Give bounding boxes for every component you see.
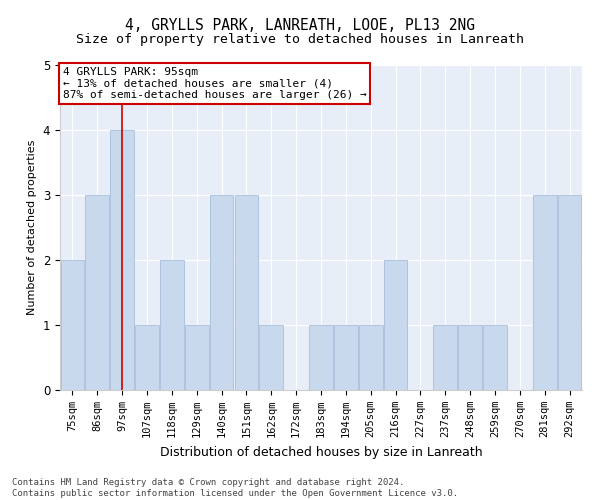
Bar [110,130,134,390]
Bar [61,260,84,390]
Y-axis label: Number of detached properties: Number of detached properties [27,140,37,315]
Text: Size of property relative to detached houses in Lanreath: Size of property relative to detached ho… [76,32,524,46]
Text: 4 GRYLLS PARK: 95sqm
← 13% of detached houses are smaller (4)
87% of semi-detach: 4 GRYLLS PARK: 95sqm ← 13% of detached h… [62,66,367,100]
Bar [210,195,233,390]
Bar [384,260,407,390]
Bar [359,325,383,390]
Bar [433,325,457,390]
X-axis label: Distribution of detached houses by size in Lanreath: Distribution of detached houses by size … [160,446,482,458]
Text: 4, GRYLLS PARK, LANREATH, LOOE, PL13 2NG: 4, GRYLLS PARK, LANREATH, LOOE, PL13 2NG [125,18,475,32]
Bar [185,325,209,390]
Bar [235,195,258,390]
Bar [259,325,283,390]
Text: Contains HM Land Registry data © Crown copyright and database right 2024.
Contai: Contains HM Land Registry data © Crown c… [12,478,458,498]
Bar [160,260,184,390]
Bar [85,195,109,390]
Bar [135,325,159,390]
Bar [458,325,482,390]
Bar [334,325,358,390]
Bar [309,325,333,390]
Bar [558,195,581,390]
Bar [483,325,507,390]
Bar [533,195,557,390]
